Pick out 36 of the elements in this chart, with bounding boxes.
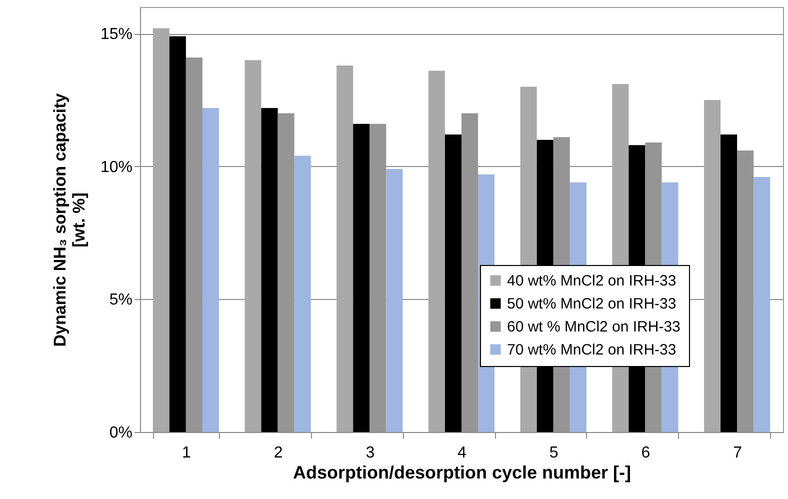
bar bbox=[720, 134, 738, 432]
bar bbox=[428, 70, 445, 432]
x-tick-label: 6 bbox=[641, 444, 650, 462]
bar bbox=[336, 65, 354, 432]
x-tick-label: 2 bbox=[274, 444, 283, 462]
bar bbox=[754, 177, 770, 432]
x-tick-label: 3 bbox=[366, 444, 375, 462]
y-tick-label: 0% bbox=[109, 424, 132, 442]
bar bbox=[169, 36, 186, 432]
bar bbox=[202, 108, 219, 432]
x-tick-label: 5 bbox=[549, 444, 558, 462]
legend-label: 40 wt% MnCl2 on IRH-33 bbox=[507, 272, 676, 290]
x-tick-label: 1 bbox=[182, 444, 191, 462]
bar bbox=[462, 113, 478, 432]
legend-label: 50 wt% MnCl2 on IRH-33 bbox=[507, 296, 676, 312]
bar bbox=[704, 100, 721, 432]
legend-label: 70 wt% MnCl2 on IRH-33 bbox=[507, 342, 676, 358]
bar bbox=[386, 169, 403, 432]
y-tick-label: 10% bbox=[100, 158, 132, 176]
x-axis-title: Adsorption/desorption cycle number [-] bbox=[292, 462, 632, 482]
bar bbox=[278, 113, 294, 432]
x-tick-label: 4 bbox=[458, 444, 467, 462]
y-tick-label: 15% bbox=[100, 26, 132, 44]
bar bbox=[244, 60, 262, 432]
bar bbox=[737, 150, 754, 432]
legend-label: 60 wt % MnCl2 on IRH-33 bbox=[507, 318, 680, 336]
bar bbox=[261, 108, 278, 432]
x-tick-label: 7 bbox=[733, 444, 742, 462]
bar bbox=[370, 124, 386, 432]
bar bbox=[152, 28, 170, 432]
bar bbox=[444, 134, 462, 432]
bar bbox=[353, 124, 370, 432]
y-tick-label: 5% bbox=[109, 292, 132, 309]
y-axis-title: Dynamic NH₃ sorption capacity [wt. %] bbox=[50, 92, 88, 347]
bar bbox=[186, 57, 202, 432]
bar bbox=[294, 156, 311, 432]
